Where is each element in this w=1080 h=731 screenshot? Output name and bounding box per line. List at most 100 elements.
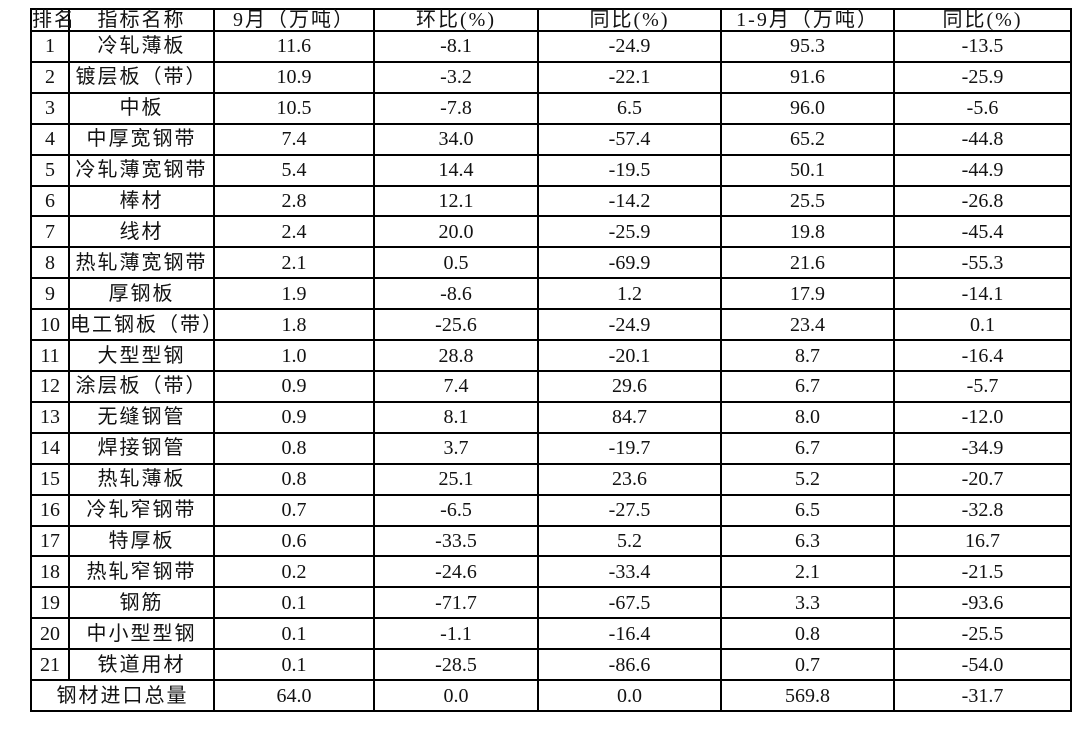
cell-sep-volume: 0.6 bbox=[213, 524, 375, 558]
cell-mom-pct: -71.7 bbox=[373, 586, 539, 620]
cell-yoy-pct: 5.2 bbox=[537, 524, 722, 558]
cell-jansep-yoy-pct: -45.4 bbox=[893, 215, 1072, 249]
cell-jansep-volume: 23.4 bbox=[720, 308, 895, 342]
cell-jansep-yoy-pct: 16.7 bbox=[893, 524, 1072, 558]
table-row: 11 大型型钢 1.0 28.8 -20.1 8.7 -16.4 bbox=[30, 339, 1072, 372]
cell-sep-volume: 0.1 bbox=[213, 648, 375, 682]
cell-jansep-yoy-pct: -25.5 bbox=[893, 617, 1072, 651]
table-row: 18 热轧窄钢带 0.2 -24.6 -33.4 2.1 -21.5 bbox=[30, 555, 1072, 589]
table-row: 14 焊接钢管 0.8 3.7 -19.7 6.7 -34.9 bbox=[30, 431, 1072, 465]
cell-rank: 13 bbox=[30, 400, 70, 434]
cell-mom-pct: 8.1 bbox=[373, 400, 539, 434]
total-cell-jansep-volume: 569.8 bbox=[720, 679, 895, 712]
cell-jansep-yoy-pct: -14.1 bbox=[893, 277, 1072, 311]
cell-mom-pct: -33.5 bbox=[373, 524, 539, 558]
table-row: 17 特厚板 0.6 -33.5 5.2 6.3 16.7 bbox=[30, 524, 1072, 558]
cell-indicator-name: 线材 bbox=[68, 215, 215, 249]
steel-import-table: 排名 指标名称 9月（万吨） 环比(%) 同比(%) 1-9月（万吨） 同比(%) 1 冷轧薄… bbox=[30, 8, 1072, 712]
cell-rank: 20 bbox=[30, 617, 70, 651]
cell-rank: 19 bbox=[30, 586, 70, 620]
cell-rank: 5 bbox=[30, 153, 70, 187]
steel-import-table-container: 排名 指标名称 9月（万吨） 环比(%) 同比(%) 1-9月（万吨） 同比(%) 1 冷轧薄… bbox=[30, 8, 1072, 712]
cell-jansep-yoy-pct: -32.8 bbox=[893, 493, 1072, 527]
cell-rank: 12 bbox=[30, 369, 70, 403]
column-header-col-jansep-yoy-pct: 同比(%) bbox=[893, 8, 1072, 32]
cell-indicator-name: 无缝钢管 bbox=[68, 400, 215, 434]
cell-yoy-pct: 6.5 bbox=[537, 91, 722, 125]
cell-mom-pct: 14.4 bbox=[373, 153, 539, 187]
cell-rank: 16 bbox=[30, 493, 70, 527]
cell-jansep-yoy-pct: 0.1 bbox=[893, 308, 1072, 342]
cell-sep-volume: 0.1 bbox=[213, 586, 375, 620]
cell-jansep-yoy-pct: -93.6 bbox=[893, 586, 1072, 620]
cell-rank: 21 bbox=[30, 648, 70, 682]
total-cell-sep-volume: 64.0 bbox=[213, 679, 375, 712]
table-row: 3 中板 10.5 -7.8 6.5 96.0 -5.6 bbox=[30, 91, 1072, 125]
cell-sep-volume: 2.1 bbox=[213, 246, 375, 280]
cell-jansep-yoy-pct: -54.0 bbox=[893, 648, 1072, 682]
total-cell-jansep-yoy-pct: -31.7 bbox=[893, 679, 1072, 712]
column-header-col-indicator-name: 指标名称 bbox=[68, 8, 215, 32]
cell-mom-pct: 34.0 bbox=[373, 122, 539, 156]
cell-mom-pct: 25.1 bbox=[373, 462, 539, 496]
cell-indicator-name: 电工钢板（带） bbox=[68, 308, 222, 342]
column-header-col-yoy-pct: 同比(%) bbox=[537, 8, 722, 32]
cell-mom-pct: -28.5 bbox=[373, 648, 539, 682]
cell-jansep-volume: 95.3 bbox=[720, 30, 895, 63]
table-row: 10 电工钢板（带） 1.8 -25.6 -24.9 23.4 0.1 bbox=[30, 308, 1072, 342]
cell-yoy-pct: -25.9 bbox=[537, 215, 722, 249]
table-row: 1 冷轧薄板 11.6 -8.1 -24.9 95.3 -13.5 bbox=[30, 30, 1072, 63]
cell-yoy-pct: 23.6 bbox=[537, 462, 722, 496]
cell-indicator-name: 中厚宽钢带 bbox=[68, 122, 215, 156]
table-row: 2 镀层板（带） 10.9 -3.2 -22.1 91.6 -25.9 bbox=[30, 60, 1072, 94]
cell-jansep-yoy-pct: -13.5 bbox=[893, 30, 1072, 63]
cell-jansep-volume: 0.7 bbox=[720, 648, 895, 682]
cell-jansep-volume: 19.8 bbox=[720, 215, 895, 249]
cell-yoy-pct: -33.4 bbox=[537, 555, 722, 589]
table-row: 7 线材 2.4 20.0 -25.9 19.8 -45.4 bbox=[30, 215, 1072, 249]
cell-sep-volume: 0.8 bbox=[213, 431, 375, 465]
table-row: 6 棒材 2.8 12.1 -14.2 25.5 -26.8 bbox=[30, 184, 1072, 218]
cell-rank: 3 bbox=[30, 91, 70, 125]
cell-jansep-volume: 6.5 bbox=[720, 493, 895, 527]
cell-sep-volume: 0.2 bbox=[213, 555, 375, 589]
cell-rank: 15 bbox=[30, 462, 70, 496]
cell-sep-volume: 11.6 bbox=[213, 30, 375, 63]
cell-indicator-name: 涂层板（带） bbox=[68, 369, 215, 403]
cell-mom-pct: 0.5 bbox=[373, 246, 539, 280]
cell-rank: 8 bbox=[30, 246, 70, 280]
cell-sep-volume: 7.4 bbox=[213, 122, 375, 156]
cell-yoy-pct: -24.9 bbox=[537, 30, 722, 63]
cell-indicator-name: 棒材 bbox=[68, 184, 215, 218]
cell-indicator-name: 焊接钢管 bbox=[68, 431, 215, 465]
cell-yoy-pct: -22.1 bbox=[537, 60, 722, 94]
cell-rank: 10 bbox=[30, 308, 70, 342]
cell-sep-volume: 0.8 bbox=[213, 462, 375, 496]
cell-yoy-pct: 29.6 bbox=[537, 369, 722, 403]
cell-sep-volume: 0.7 bbox=[213, 493, 375, 527]
cell-yoy-pct: 84.7 bbox=[537, 400, 722, 434]
cell-mom-pct: -8.1 bbox=[373, 30, 539, 63]
total-cell-mom-pct: 0.0 bbox=[373, 679, 539, 712]
cell-mom-pct: 3.7 bbox=[373, 431, 539, 465]
cell-indicator-name: 镀层板（带） bbox=[68, 60, 215, 94]
cell-rank: 17 bbox=[30, 524, 70, 558]
cell-jansep-yoy-pct: -44.8 bbox=[893, 122, 1072, 156]
cell-jansep-volume: 8.0 bbox=[720, 400, 895, 434]
column-header-col-jansep-volume: 1-9月（万吨） bbox=[720, 8, 895, 32]
cell-yoy-pct: 1.2 bbox=[537, 277, 722, 311]
cell-mom-pct: 7.4 bbox=[373, 369, 539, 403]
cell-rank: 6 bbox=[30, 184, 70, 218]
cell-jansep-volume: 17.9 bbox=[720, 277, 895, 311]
cell-mom-pct: -8.6 bbox=[373, 277, 539, 311]
cell-jansep-volume: 65.2 bbox=[720, 122, 895, 156]
table-row: 5 冷轧薄宽钢带 5.4 14.4 -19.5 50.1 -44.9 bbox=[30, 153, 1072, 187]
table-row: 19 钢筋 0.1 -71.7 -67.5 3.3 -93.6 bbox=[30, 586, 1072, 620]
cell-jansep-volume: 96.0 bbox=[720, 91, 895, 125]
cell-mom-pct: -7.8 bbox=[373, 91, 539, 125]
table-row: 9 厚钢板 1.9 -8.6 1.2 17.9 -14.1 bbox=[30, 277, 1072, 311]
cell-yoy-pct: -24.9 bbox=[537, 308, 722, 342]
cell-rank: 18 bbox=[30, 555, 70, 589]
cell-yoy-pct: -16.4 bbox=[537, 617, 722, 651]
cell-sep-volume: 1.8 bbox=[213, 308, 375, 342]
